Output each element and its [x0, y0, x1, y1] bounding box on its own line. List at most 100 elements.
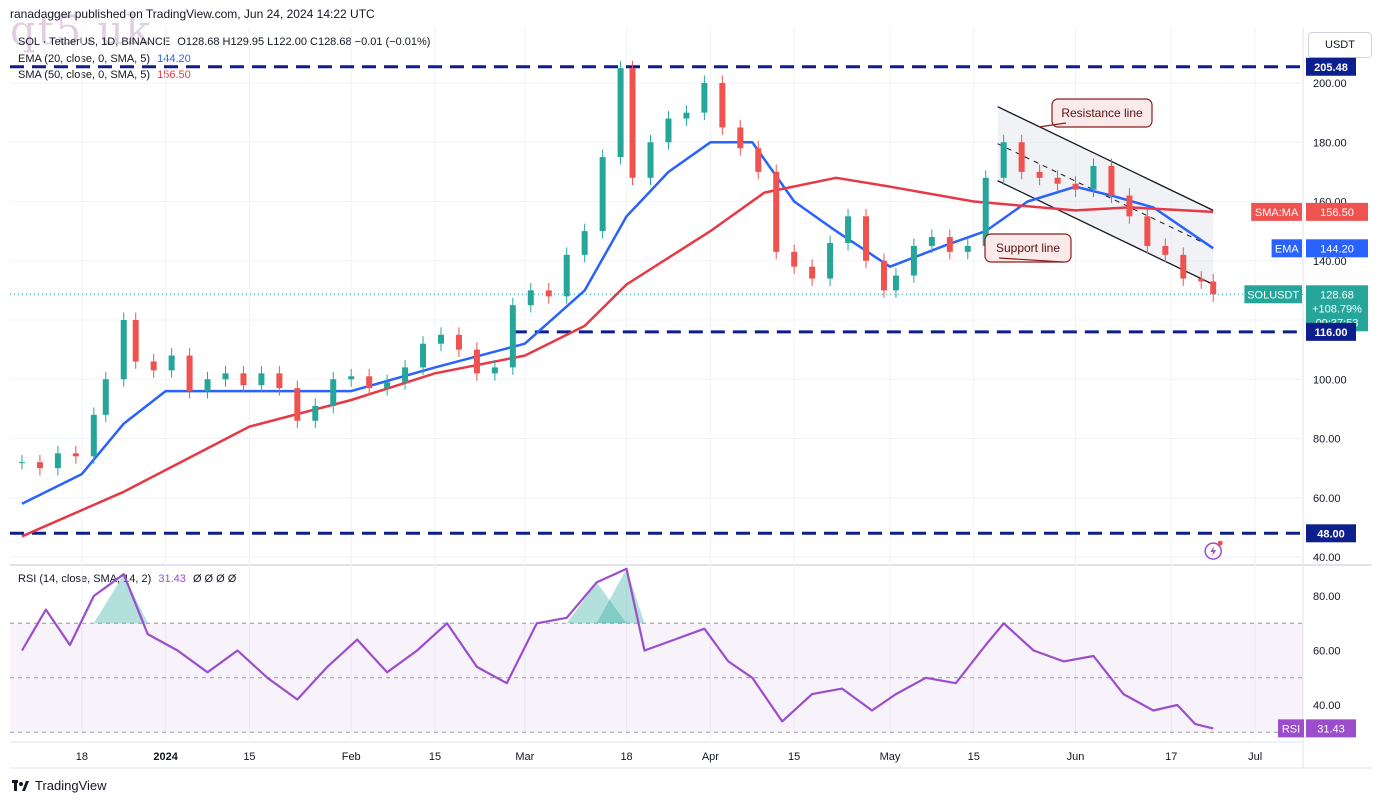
candle[interactable]	[1108, 165, 1115, 196]
time-tick-label: Feb	[342, 751, 361, 763]
candle[interactable]	[455, 334, 462, 350]
time-tick-label: 17	[1165, 751, 1177, 763]
candle[interactable]	[168, 355, 175, 371]
support-annotation[interactable]: Support line	[984, 233, 1072, 263]
price-label-box	[1306, 202, 1368, 221]
candle[interactable]	[222, 373, 229, 380]
candle[interactable]	[366, 376, 373, 389]
candle[interactable]	[964, 245, 971, 252]
candle[interactable]	[863, 216, 870, 261]
channel-upper-line[interactable]	[997, 106, 1214, 211]
candle[interactable]	[773, 171, 780, 252]
candle[interactable]	[719, 83, 726, 128]
candle[interactable]	[982, 177, 989, 246]
rsi-line[interactable]	[21, 567, 1214, 730]
candle[interactable]	[102, 379, 109, 415]
candle[interactable]	[1018, 142, 1025, 172]
candle[interactable]	[473, 349, 480, 374]
candle[interactable]	[1198, 278, 1205, 282]
candle[interactable]	[120, 320, 127, 380]
candle[interactable]	[438, 334, 444, 344]
resistance-annotation[interactable]: Resistance line	[1038, 98, 1153, 128]
candle[interactable]	[72, 453, 79, 457]
candle[interactable]	[36, 462, 43, 469]
candle[interactable]	[312, 405, 319, 421]
candle[interactable]	[204, 379, 211, 392]
rsi-value-text: 31.43	[1317, 723, 1345, 735]
candle[interactable]	[665, 118, 672, 143]
candle[interactable]	[647, 142, 654, 178]
watermark: qt5.uk	[10, 8, 152, 54]
candle[interactable]	[54, 453, 61, 469]
candle[interactable]	[581, 231, 588, 255]
candle[interactable]	[946, 237, 953, 252]
candle[interactable]	[683, 112, 690, 119]
candle[interactable]	[1000, 142, 1007, 178]
candle[interactable]	[348, 376, 355, 380]
symbol-legend[interactable]: SOL · TetherUS, 1D, BINANCE O128.68 H129…	[18, 36, 430, 48]
tradingview-brand[interactable]: TradingView	[12, 778, 107, 793]
price-tick-label: 60.00	[1313, 493, 1341, 505]
candle[interactable]	[150, 361, 157, 371]
candle[interactable]	[1072, 183, 1079, 190]
candle[interactable]	[1036, 171, 1043, 178]
rsi-tag-text: RSI	[1282, 723, 1300, 735]
candle[interactable]	[910, 245, 917, 276]
candle[interactable]	[629, 68, 636, 178]
time-tick-label: 2024	[153, 751, 178, 763]
alert-icon[interactable]	[1204, 542, 1222, 560]
price-tick-label: 40.00	[1313, 552, 1341, 564]
time-tick-label: 15	[429, 751, 441, 763]
candle[interactable]	[1090, 165, 1097, 190]
candle[interactable]	[330, 379, 337, 406]
candle[interactable]	[420, 343, 427, 368]
ema-line[interactable]	[21, 141, 1214, 505]
candle[interactable]	[892, 275, 899, 291]
candle[interactable]	[1126, 195, 1133, 217]
candle[interactable]	[18, 462, 25, 464]
candle[interactable]	[240, 373, 247, 386]
time-tick-label: Mar	[515, 751, 534, 763]
time-tick-label: 15	[968, 751, 980, 763]
candle[interactable]	[737, 127, 744, 149]
candle[interactable]	[617, 68, 624, 158]
candle[interactable]	[276, 373, 283, 389]
candle[interactable]	[545, 290, 552, 297]
candle[interactable]	[701, 83, 708, 113]
candle[interactable]	[258, 373, 265, 386]
candle[interactable]	[384, 382, 391, 389]
candle[interactable]	[791, 251, 798, 267]
candle[interactable]	[1210, 281, 1217, 295]
candle[interactable]	[880, 260, 887, 291]
time-tick-label: 15	[243, 751, 255, 763]
candle[interactable]	[563, 254, 570, 297]
candle[interactable]	[509, 305, 516, 368]
candle[interactable]	[599, 157, 606, 232]
candle[interactable]	[294, 388, 301, 421]
candle[interactable]	[132, 320, 139, 362]
channel-lower-line[interactable]	[997, 180, 1214, 286]
candle[interactable]	[755, 148, 762, 172]
alert-dot-icon	[1217, 540, 1223, 546]
brand-label: TradingView	[35, 778, 107, 793]
candle[interactable]	[845, 216, 852, 243]
candle[interactable]	[402, 367, 409, 383]
candle[interactable]	[809, 266, 816, 279]
candle[interactable]	[491, 367, 498, 374]
candle[interactable]	[1180, 254, 1187, 279]
price-label-box	[1306, 57, 1356, 76]
candle[interactable]	[827, 242, 834, 279]
candle[interactable]	[527, 290, 534, 306]
rsi-tick-label: 80.00	[1313, 591, 1341, 603]
candle[interactable]	[1144, 216, 1151, 246]
candle[interactable]	[1054, 177, 1061, 184]
candle[interactable]	[928, 237, 935, 246]
candle[interactable]	[90, 414, 97, 457]
rsi-tick-label: 60.00	[1313, 646, 1341, 658]
price-label-value: 128.68	[1320, 289, 1354, 301]
candle[interactable]	[1162, 245, 1169, 255]
rsi-overbought-fill	[596, 568, 645, 624]
candle[interactable]	[186, 355, 193, 392]
currency-button[interactable]: USDT	[1308, 32, 1372, 58]
